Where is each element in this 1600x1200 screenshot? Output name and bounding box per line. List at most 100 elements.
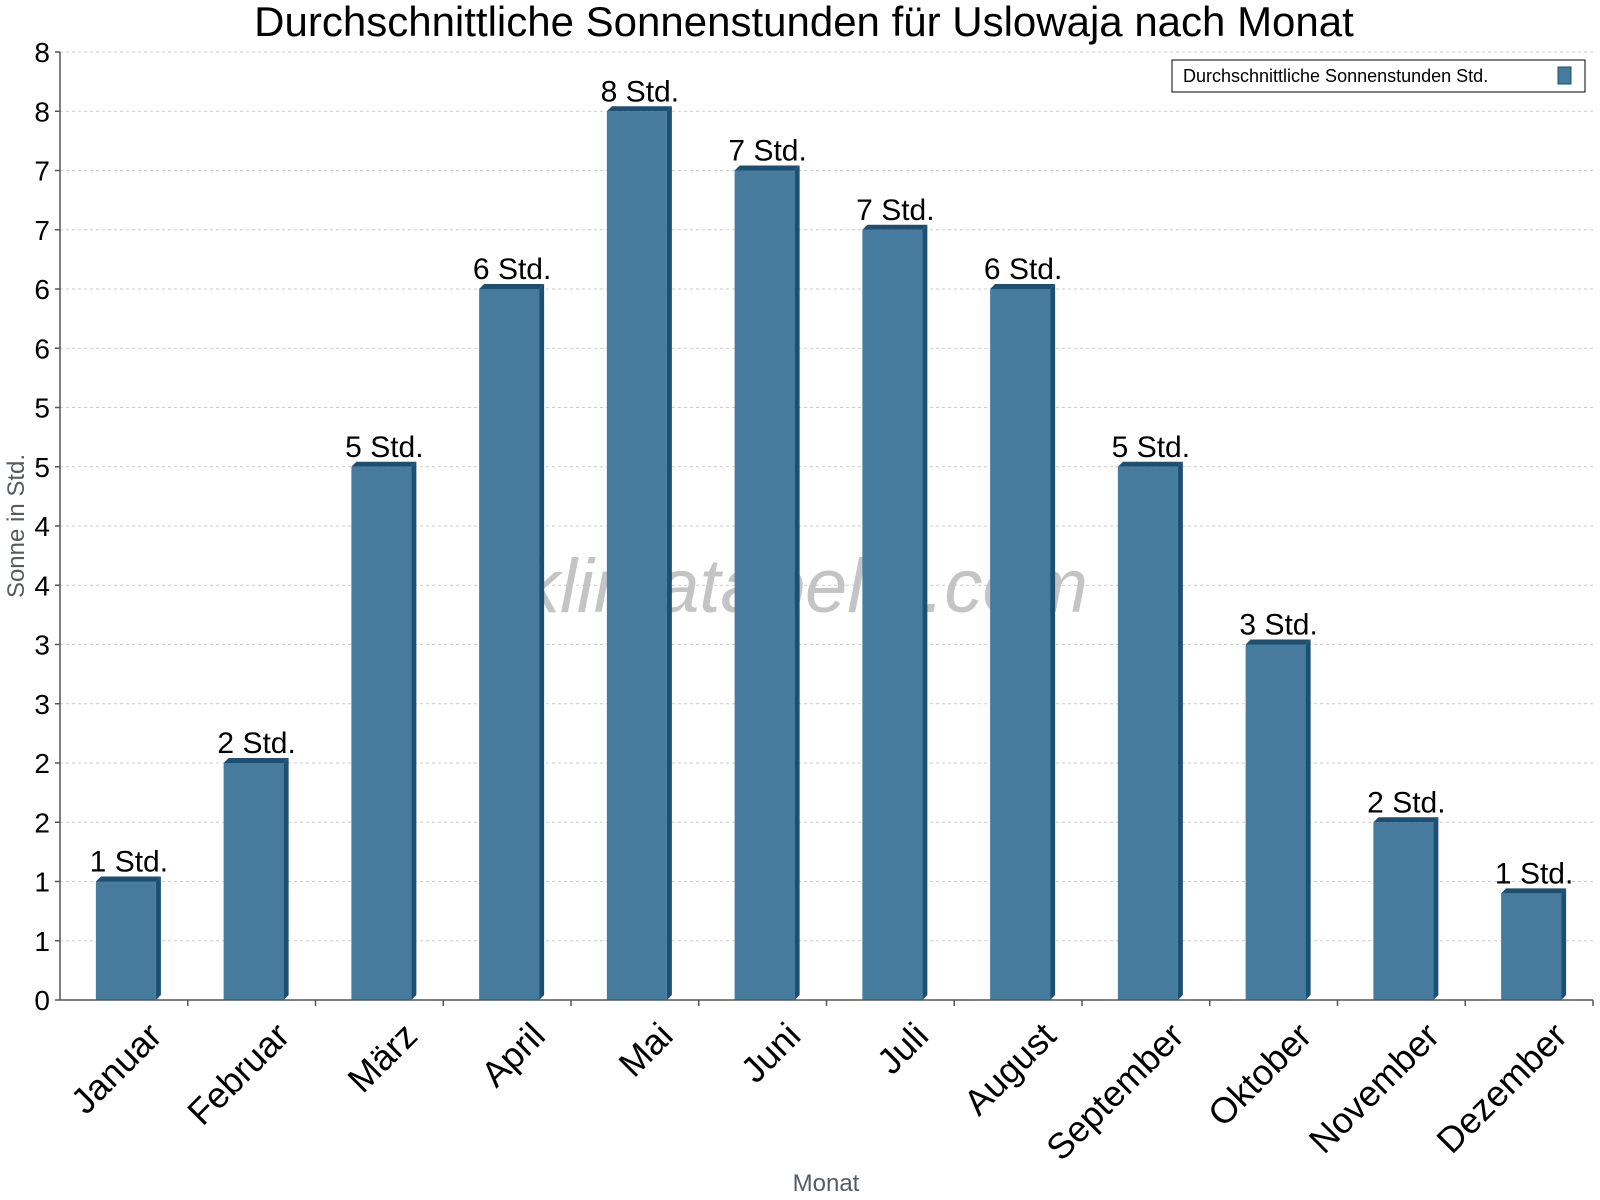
bar-10 <box>1245 639 1311 1000</box>
x-tick-label: Oktober <box>1200 1015 1320 1135</box>
bar-front <box>862 229 923 1000</box>
bars <box>95 106 1567 1000</box>
y-tick-label: 1 <box>34 867 50 898</box>
bar-6 <box>734 165 800 1000</box>
data-label: 3 Std. <box>1239 609 1317 642</box>
bar-top <box>1245 639 1311 645</box>
bar-top <box>862 224 928 230</box>
y-tick-label: 6 <box>34 333 50 364</box>
bar-front <box>223 763 284 1000</box>
legend: Durchschnittliche Sonnenstunden Std. <box>1171 59 1586 93</box>
bar-side <box>1050 284 1056 1000</box>
bar-side <box>411 461 417 1000</box>
y-tick-label: 1 <box>34 926 50 957</box>
bar-front <box>351 466 412 1000</box>
x-tick-label: September <box>1038 1015 1192 1169</box>
bar-side <box>922 224 928 1000</box>
x-tick-label: November <box>1301 1015 1447 1161</box>
bar-top <box>1117 461 1183 467</box>
data-label: 5 Std. <box>1112 431 1190 464</box>
bar-side <box>155 876 161 1000</box>
bar-front <box>606 111 667 1000</box>
bar-side <box>1433 817 1439 1000</box>
bar-top <box>223 758 289 763</box>
y-tick-label: 2 <box>34 748 50 779</box>
bar-front <box>1501 893 1562 1000</box>
bar-7 <box>862 224 928 1000</box>
y-tick-label: 3 <box>34 689 50 720</box>
grid-lines <box>60 51 1593 942</box>
x-tick-label: April <box>473 1015 553 1095</box>
y-tick-label: 5 <box>34 452 50 483</box>
y-tick-label: 0 <box>34 985 50 1016</box>
bar-front <box>1373 822 1434 1000</box>
x-tick-label: Juli <box>869 1015 936 1082</box>
bar-top <box>1501 888 1567 894</box>
y-axis-label: Sonne in Std. <box>3 454 30 598</box>
y-tick-label: 8 <box>34 37 50 68</box>
legend-label: Durchschnittliche Sonnenstunden Std. <box>1183 66 1488 86</box>
bar-top <box>990 284 1056 289</box>
x-axis-label: Monat <box>793 1170 860 1197</box>
bar-top <box>606 106 672 112</box>
bar-top <box>734 165 800 171</box>
bar-8 <box>990 284 1056 1000</box>
x-tick-label: Februar <box>179 1015 297 1133</box>
x-tick-label: März <box>339 1015 425 1101</box>
bar-front <box>1117 466 1178 1000</box>
bar-front <box>479 289 540 1000</box>
bar-1 <box>95 876 161 1000</box>
bar-top <box>1373 817 1439 823</box>
data-label: 2 Std. <box>217 727 295 760</box>
bar-side <box>283 758 289 1000</box>
x-tick-label: August <box>956 1015 1064 1123</box>
bar-side <box>666 106 672 1000</box>
bar-side <box>794 165 800 1000</box>
y-tick-label: 6 <box>34 274 50 305</box>
data-label: 1 Std. <box>90 846 168 879</box>
bar-front <box>1245 644 1306 1000</box>
bar-front <box>95 881 156 1000</box>
bar-top <box>479 284 545 289</box>
legend-swatch <box>1557 66 1572 85</box>
y-tick-label: 3 <box>34 630 50 661</box>
data-label: 7 Std. <box>728 135 806 168</box>
bar-top <box>95 876 161 882</box>
bar-side <box>1177 461 1183 1000</box>
data-label: 8 Std. <box>601 75 679 108</box>
x-tick-label: Juni <box>733 1015 809 1091</box>
data-label: 1 Std. <box>1495 857 1573 890</box>
data-label: 6 Std. <box>984 253 1062 286</box>
bar-side <box>1561 888 1567 1000</box>
y-tick-label: 2 <box>34 807 50 838</box>
data-label: 2 Std. <box>1367 786 1445 819</box>
bar-4 <box>479 284 545 1000</box>
y-tick-label: 4 <box>34 570 50 601</box>
data-label: 7 Std. <box>856 194 934 227</box>
bar-11 <box>1373 817 1439 1000</box>
x-tick-label: Januar <box>63 1015 170 1122</box>
x-tick-label: Mai <box>611 1015 681 1085</box>
bar-front <box>734 170 795 1000</box>
data-label: 5 Std. <box>345 431 423 464</box>
bar-9 <box>1117 461 1183 1000</box>
bar-side <box>1305 639 1311 1000</box>
bar-side <box>539 284 545 1000</box>
x-ticks: Januar Februar März April Mai Juni Juli AugustS… <box>63 1000 1594 1169</box>
bar-top <box>351 461 417 467</box>
bar-5 <box>606 106 672 1000</box>
bar-front <box>990 289 1051 1000</box>
data-labels: 1 Std. 2 Std. 5 Std. 6 Std. 8 Std. 7 Std. 7 St… <box>90 75 1574 890</box>
bar-12 <box>1501 888 1567 1000</box>
legend-box <box>1171 59 1586 93</box>
bar-3 <box>351 461 417 1000</box>
y-ticks: 0 1 1 2 2 3 3 4 4 5 5 6 6 7 7 8 8 <box>34 37 60 1016</box>
y-tick-label: 7 <box>34 215 50 246</box>
y-tick-label: 5 <box>34 393 50 424</box>
y-tick-label: 8 <box>34 96 50 127</box>
data-label: 6 Std. <box>473 253 551 286</box>
x-tick-label: Dezember <box>1428 1015 1574 1161</box>
chart-title: Durchschnittliche Sonnenstunden für Uslo… <box>254 0 1354 45</box>
bar-2 <box>223 758 289 1000</box>
